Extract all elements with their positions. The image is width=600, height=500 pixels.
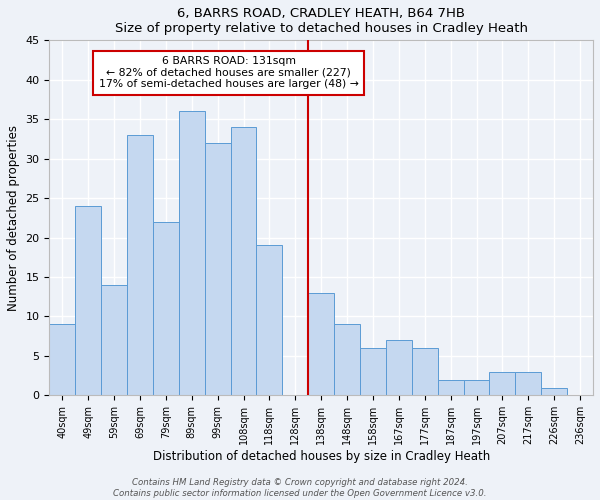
Bar [49, 324, 75, 396]
Bar [490, 372, 515, 396]
Bar [75, 206, 101, 396]
Bar [386, 340, 412, 396]
Bar [438, 380, 464, 396]
Bar [412, 348, 438, 396]
Bar [127, 135, 153, 396]
Bar [360, 348, 386, 396]
Bar [541, 388, 567, 396]
Bar [334, 324, 360, 396]
Bar [464, 380, 490, 396]
Bar [308, 293, 334, 396]
Text: Contains HM Land Registry data © Crown copyright and database right 2024.
Contai: Contains HM Land Registry data © Crown c… [113, 478, 487, 498]
Bar [101, 285, 127, 396]
Title: 6, BARRS ROAD, CRADLEY HEATH, B64 7HB
Size of property relative to detached hous: 6, BARRS ROAD, CRADLEY HEATH, B64 7HB Si… [115, 7, 528, 35]
Bar [515, 372, 541, 396]
Bar [179, 112, 205, 396]
Text: 6 BARRS ROAD: 131sqm
← 82% of detached houses are smaller (227)
17% of semi-deta: 6 BARRS ROAD: 131sqm ← 82% of detached h… [99, 56, 359, 90]
X-axis label: Distribution of detached houses by size in Cradley Heath: Distribution of detached houses by size … [152, 450, 490, 463]
Bar [205, 143, 230, 396]
Bar [153, 222, 179, 396]
Bar [256, 246, 283, 396]
Bar [230, 127, 256, 396]
Y-axis label: Number of detached properties: Number of detached properties [7, 125, 20, 311]
